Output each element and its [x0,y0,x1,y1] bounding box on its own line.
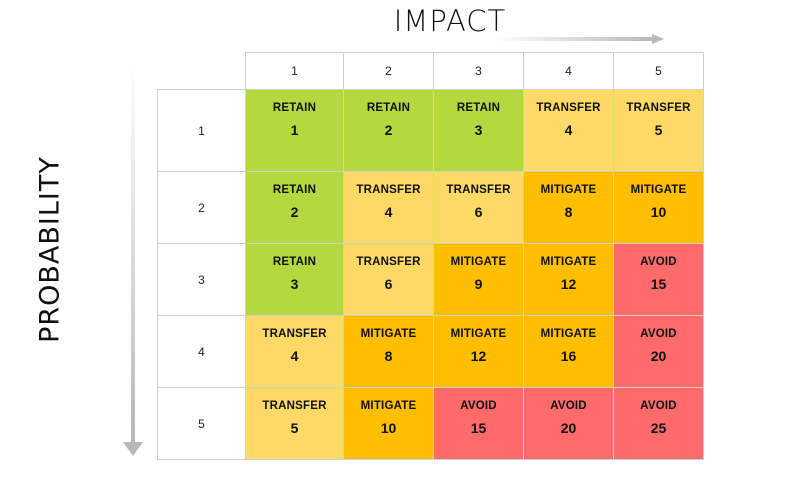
risk-cell: AVOID 15 [433,387,524,460]
risk-cell: TRANSFER 6 [343,243,434,316]
probability-level-2: 2 [157,171,246,244]
cell-score: 15 [470,420,487,436]
cell-score: 8 [384,348,393,364]
cell-score: 3 [474,122,483,138]
impact-axis-title: IMPACT [393,4,507,38]
cell-score: 9 [474,276,483,292]
risk-cell: AVOID 15 [613,243,704,316]
cell-score: 12 [560,276,577,292]
risk-cell: AVOID 20 [613,315,704,388]
cell-score: 10 [380,420,397,436]
cell-score: 1 [290,122,299,138]
cell-action: TRANSFER [446,184,511,196]
cell-action: TRANSFER [536,102,601,114]
risk-cell: TRANSFER 4 [343,171,434,244]
cell-action: RETAIN [456,102,501,114]
risk-cell: RETAIN 3 [433,89,524,172]
probability-level-5: 5 [157,387,246,460]
cell-score: 2 [290,204,299,220]
impact-level-1: 1 [245,52,344,90]
risk-cell: MITIGATE 9 [433,243,524,316]
cell-action: MITIGATE [540,328,597,340]
cell-score: 4 [564,122,573,138]
cell-action: MITIGATE [360,400,417,412]
cell-action: TRANSFER [626,102,691,114]
probability-level-4: 4 [157,315,246,388]
cell-score: 2 [384,122,393,138]
cell-action: TRANSFER [262,400,327,412]
cell-action: MITIGATE [540,184,597,196]
cell-action: AVOID [640,328,677,340]
risk-cell: TRANSFER 6 [433,171,524,244]
cell-action: MITIGATE [630,184,687,196]
risk-cell: MITIGATE 16 [523,315,614,388]
cell-action: MITIGATE [450,328,507,340]
cell-score: 6 [384,276,393,292]
cell-action: AVOID [460,400,497,412]
cell-score: 12 [470,348,487,364]
cell-action: TRANSFER [356,256,421,268]
cell-score: 5 [654,122,663,138]
cell-score: 15 [650,276,667,292]
cell-action: MITIGATE [540,256,597,268]
cell-score: 20 [650,348,667,364]
probability-axis-title: PROBABILITY [34,156,66,343]
cell-score: 8 [564,204,573,220]
cell-score: 6 [474,204,483,220]
impact-level-4: 4 [523,52,614,90]
cell-score: 5 [290,420,299,436]
cell-action: RETAIN [366,102,411,114]
risk-cell: MITIGATE 8 [523,171,614,244]
probability-level-1: 1 [157,89,246,172]
cell-score: 16 [560,348,577,364]
risk-cell: RETAIN 3 [245,243,344,316]
cell-score: 3 [290,276,299,292]
cell-score: 10 [650,204,667,220]
cell-score: 4 [290,348,299,364]
impact-level-5: 5 [613,52,704,90]
risk-cell: MITIGATE 12 [523,243,614,316]
risk-cell: MITIGATE 12 [433,315,524,388]
impact-level-3: 3 [433,52,524,90]
cell-action: RETAIN [272,102,317,114]
cell-action: TRANSFER [356,184,421,196]
cell-action: RETAIN [272,256,317,268]
cell-action: AVOID [640,256,677,268]
cell-action: RETAIN [272,184,317,196]
risk-cell: AVOID 20 [523,387,614,460]
matrix-corner [157,52,246,90]
cell-action: TRANSFER [262,328,327,340]
cell-action: AVOID [640,400,677,412]
risk-cell: TRANSFER 5 [245,387,344,460]
cell-score: 25 [650,420,667,436]
cell-score: 4 [384,204,393,220]
cell-action: MITIGATE [360,328,417,340]
impact-level-2: 2 [343,52,434,90]
cell-action: AVOID [550,400,587,412]
cell-score: 20 [560,420,577,436]
risk-cell: MITIGATE 10 [613,171,704,244]
cell-action: MITIGATE [450,256,507,268]
risk-cell: TRANSFER 4 [523,89,614,172]
risk-matrix-table: 1 2 3 4 5 1 RETAIN 1 RETAIN 2 RETAIN 3 TRAN… [157,52,704,460]
probability-arrow-icon [123,64,143,456]
risk-cell: AVOID 25 [613,387,704,460]
probability-level-3: 3 [157,243,246,316]
risk-cell: TRANSFER 4 [245,315,344,388]
risk-cell: RETAIN 1 [245,89,344,172]
risk-cell: MITIGATE 8 [343,315,434,388]
risk-cell: RETAIN 2 [245,171,344,244]
impact-arrow-icon [494,34,664,44]
risk-cell: RETAIN 2 [343,89,434,172]
risk-cell: MITIGATE 10 [343,387,434,460]
risk-cell: TRANSFER 5 [613,89,704,172]
